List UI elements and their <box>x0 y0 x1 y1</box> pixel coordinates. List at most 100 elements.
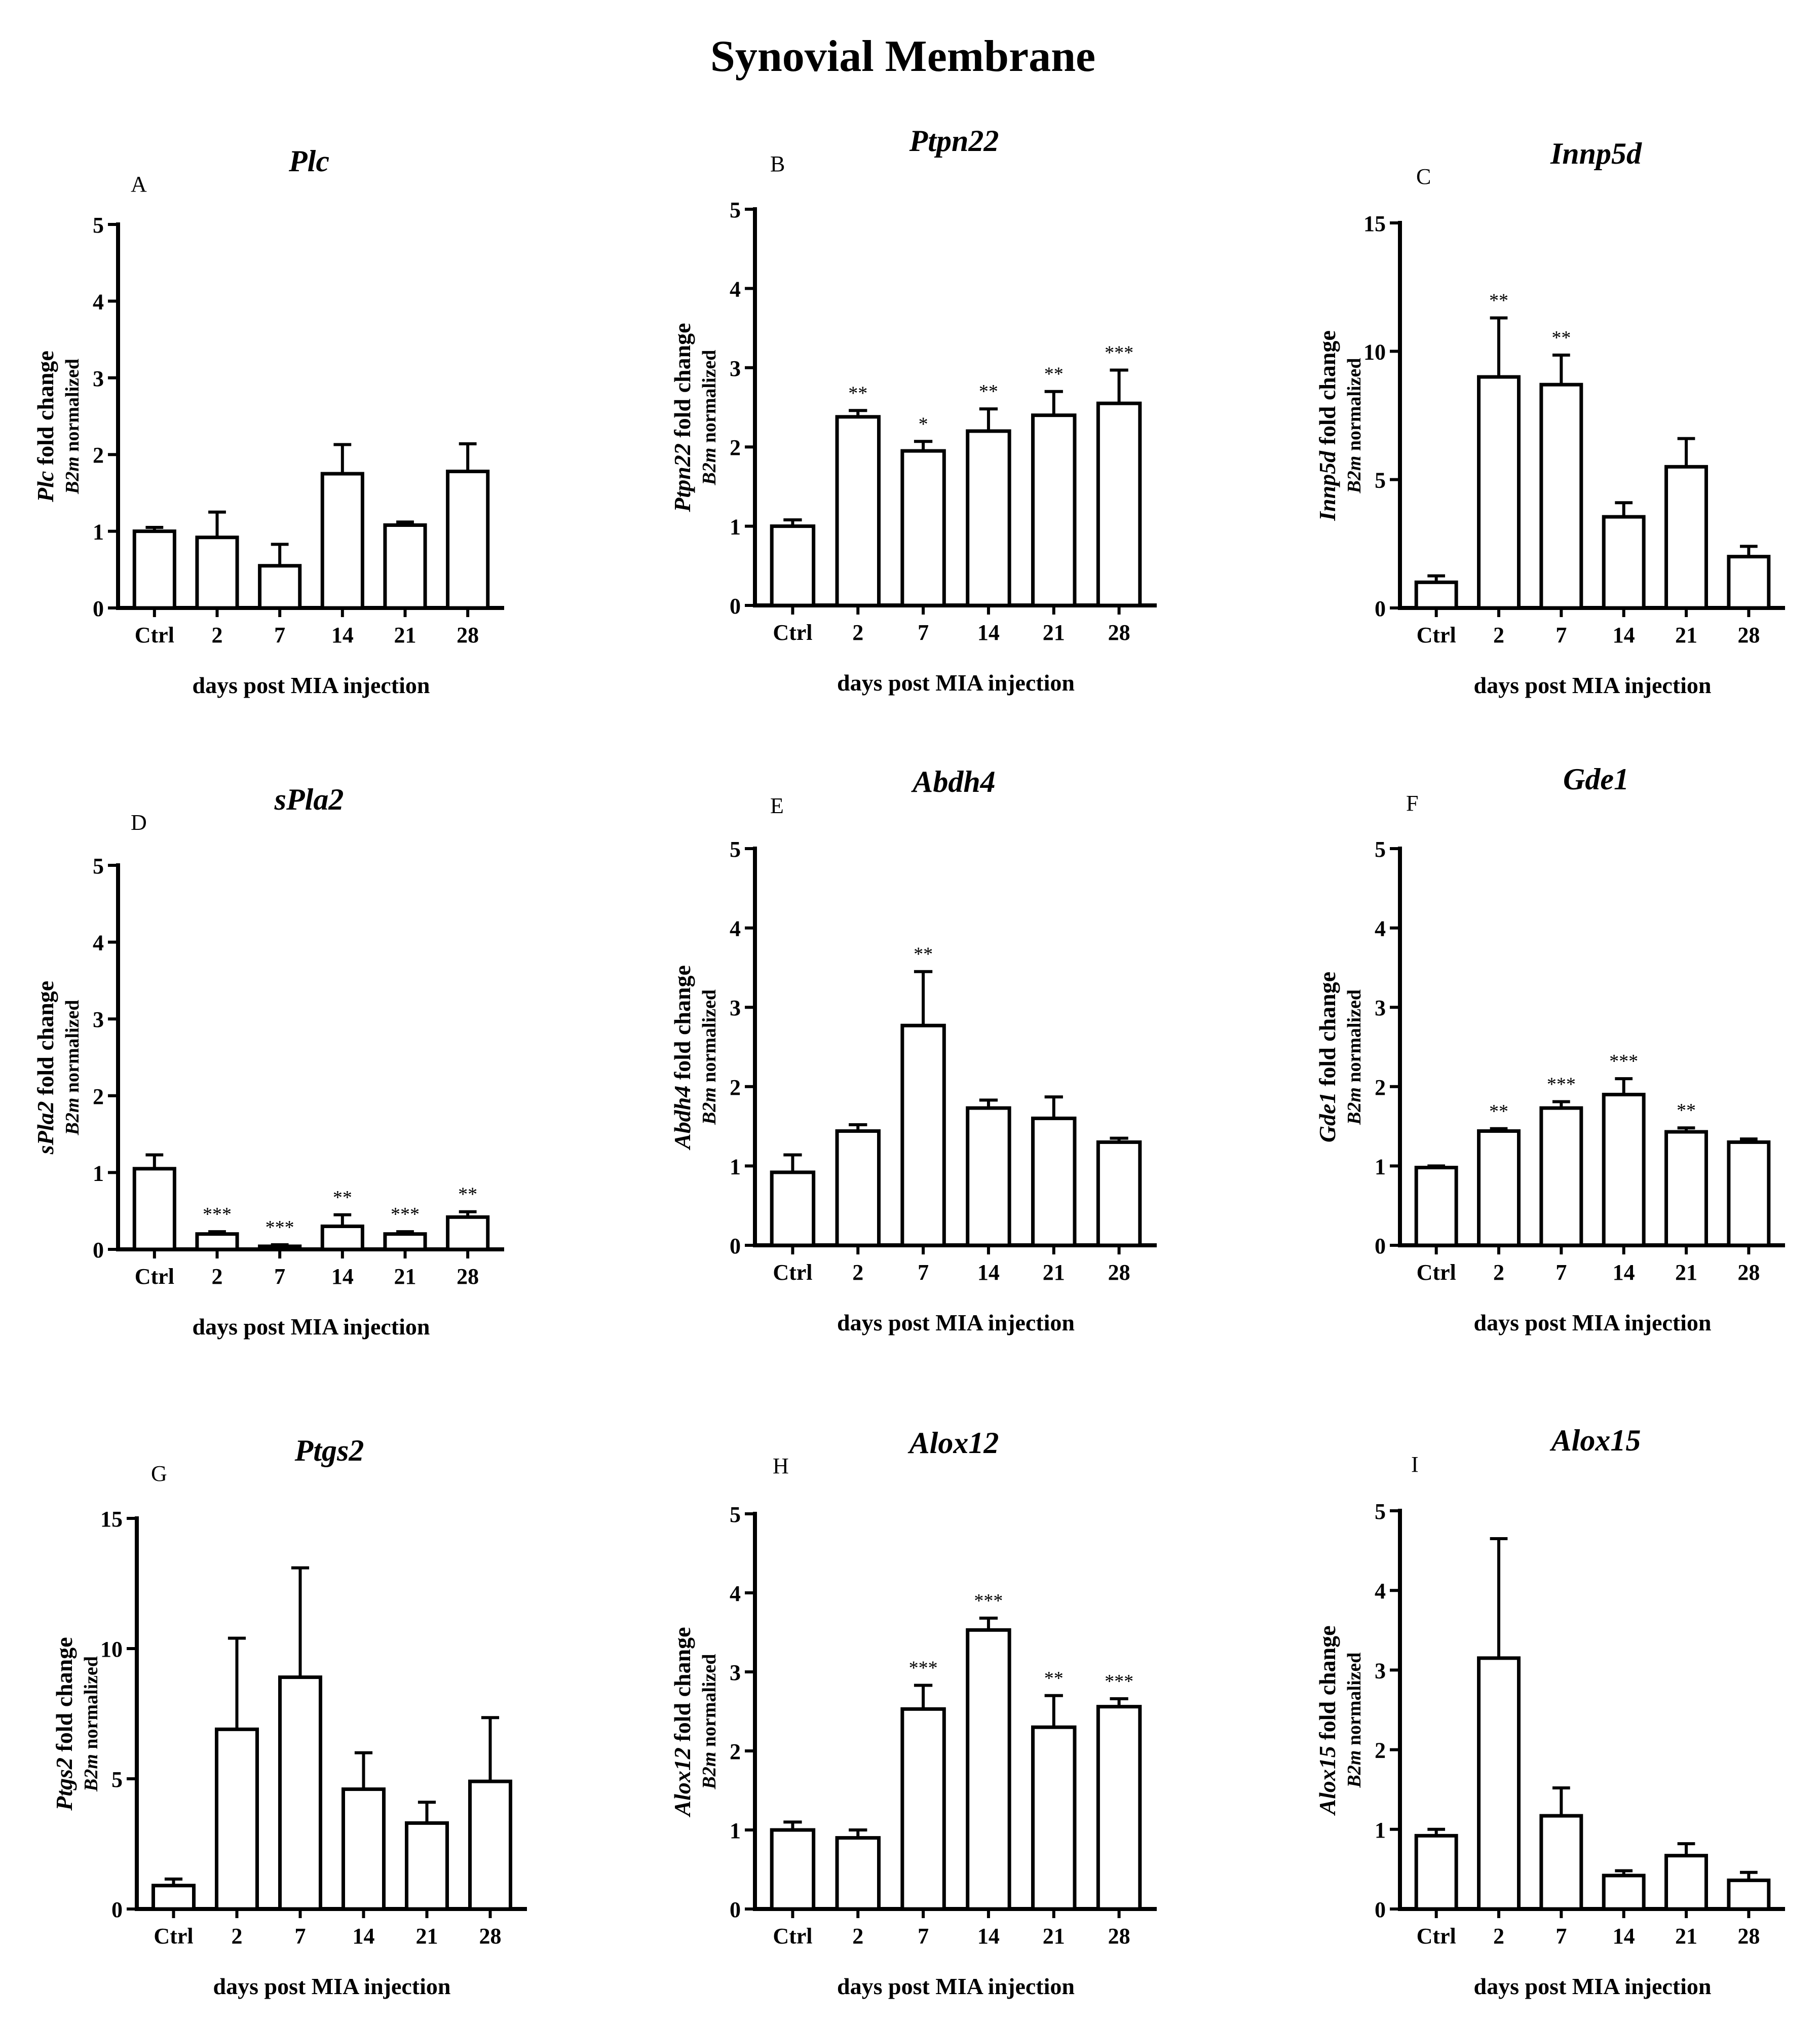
panel-h-bar <box>770 1828 816 1911</box>
panel-a-letter: A <box>131 172 147 197</box>
panel-i-ytick-label: 2 <box>1375 1738 1386 1763</box>
panel-g-ytick-label: 10 <box>100 1637 123 1662</box>
panel-f-significance: *** <box>1547 1074 1576 1095</box>
panel-e-ytick-label: 1 <box>730 1154 741 1179</box>
panel-e-category-label: Ctrl <box>773 1260 812 1285</box>
panel-h-category-label: 7 <box>918 1924 929 1949</box>
panel-e-ytick-label: 2 <box>730 1075 741 1100</box>
panel-i-bar <box>1664 1854 1708 1911</box>
panel-c-bar <box>1539 383 1583 610</box>
panel-d-bar <box>383 1232 427 1251</box>
panel-f-significance: ** <box>1677 1100 1696 1121</box>
panel-c-category-label: Ctrl <box>1417 623 1456 647</box>
panel-f-category-label: Ctrl <box>1417 1260 1456 1285</box>
panel-a-ytick-label: 2 <box>93 443 104 468</box>
panel-a-ylabel: Plc fold change <box>32 351 58 503</box>
panel-i-category-label: 21 <box>1675 1924 1697 1949</box>
panel-b-significance: ** <box>1044 364 1064 385</box>
panel-e-bar <box>900 1023 946 1247</box>
panel-h-ytick-label: 4 <box>730 1581 741 1606</box>
panel-c-category-label: 14 <box>1613 623 1635 647</box>
panel-b-ytick-label: 4 <box>730 277 741 301</box>
panel-b-letter: B <box>770 151 785 176</box>
panel-g-bar <box>278 1675 322 1911</box>
panel-h-category-label: 21 <box>1043 1924 1065 1949</box>
panel-c-ytick-label: 15 <box>1363 211 1386 236</box>
panel-g-bar <box>215 1727 259 1911</box>
panel-g-category-label: 14 <box>353 1924 375 1949</box>
panel-f-title: Gde1 <box>1563 762 1629 796</box>
panel-i-bar <box>1727 1878 1771 1911</box>
panel-g-ytick-label: 15 <box>100 1507 123 1532</box>
panel-b-title: Ptpn22 <box>909 124 999 158</box>
panel-b-ylabel-sub: B2m normalized <box>699 350 720 485</box>
panel-a-ytick-label: 1 <box>93 520 104 545</box>
panel-d-category-label: 7 <box>274 1264 285 1289</box>
panel-h-bar <box>1096 1705 1142 1911</box>
panel-d-ytick-label: 5 <box>93 854 104 879</box>
panel-i-category-label: 2 <box>1493 1924 1504 1949</box>
panel-c-category-label: 7 <box>1556 623 1567 647</box>
panel-b-bar <box>770 524 816 607</box>
panel-e-bar <box>770 1170 816 1247</box>
panel-c-bar <box>1602 515 1646 610</box>
panel-a-bar <box>446 470 490 610</box>
panel-f-bar <box>1539 1106 1583 1247</box>
panel-c-xlabel: days post MIA injection <box>1474 672 1712 698</box>
panel-f-letter: F <box>1406 791 1418 816</box>
panel-e-title: Abdh4 <box>911 765 995 798</box>
panel-b-category-label: 2 <box>852 620 863 645</box>
panel-b-bar <box>1031 413 1077 607</box>
panel-i-bar <box>1539 1814 1583 1911</box>
panel-f-category-label: 14 <box>1613 1260 1635 1285</box>
panel-b-significance: ** <box>979 381 998 402</box>
panel-a-bar <box>320 472 364 610</box>
panel-e-ytick-label: 3 <box>730 996 741 1020</box>
panel-h-title: Alox12 <box>907 1426 999 1460</box>
panel-h-xlabel: days post MIA injection <box>837 1973 1075 1999</box>
panel-a-ytick-label: 3 <box>93 366 104 391</box>
panel-i-bar <box>1414 1834 1458 1911</box>
panel-h-bar <box>966 1628 1011 1911</box>
panel-i-ytick-label: 1 <box>1375 1818 1386 1843</box>
panel-d-significance: *** <box>391 1204 420 1225</box>
panel-b-xlabel: days post MIA injection <box>837 670 1075 696</box>
panel-c-significance: ** <box>1551 327 1571 349</box>
panel-h-bar <box>1031 1725 1077 1911</box>
panel-a-xlabel: days post MIA injection <box>193 672 430 698</box>
panel-g-bar <box>405 1821 449 1911</box>
panel-f-category-label: 28 <box>1737 1260 1760 1285</box>
panel-c-ylabel: Innp5d fold change <box>1314 330 1340 521</box>
panel-h-category-label: Ctrl <box>773 1924 812 1949</box>
panel-h-ylabel: Alox12 fold change <box>669 1627 695 1817</box>
panel-i-ylabel: Alox15 fold change <box>1314 1625 1340 1816</box>
panel-d-bar <box>258 1244 302 1251</box>
panel-a-bar <box>132 529 176 610</box>
panel-e-ytick-label: 0 <box>730 1234 741 1258</box>
panel-b-significance: *** <box>1105 342 1133 363</box>
panel-b-bar <box>835 415 881 607</box>
panel-e-category-label: 14 <box>977 1260 1000 1285</box>
panel-e-category-label: 2 <box>852 1260 863 1285</box>
panel-c-bar <box>1477 375 1521 610</box>
panel-f-bar <box>1414 1166 1458 1247</box>
panel-d-ytick-label: 1 <box>93 1161 104 1186</box>
panel-e-xlabel: days post MIA injection <box>837 1310 1075 1335</box>
panel-e-bar <box>835 1129 881 1247</box>
panel-a-category-label: Ctrl <box>135 623 174 647</box>
panel-e-category-label: 7 <box>918 1260 929 1285</box>
panel-d-significance: ** <box>333 1187 352 1208</box>
panel-f-bar <box>1602 1092 1646 1247</box>
panel-b-significance: * <box>919 413 928 435</box>
panel-i-category-label: Ctrl <box>1417 1924 1456 1949</box>
panel-g-letter: G <box>151 1461 167 1486</box>
panel-b-bar <box>966 429 1011 607</box>
panel-h-bar <box>835 1836 881 1911</box>
panel-a-category-label: 14 <box>331 623 354 647</box>
